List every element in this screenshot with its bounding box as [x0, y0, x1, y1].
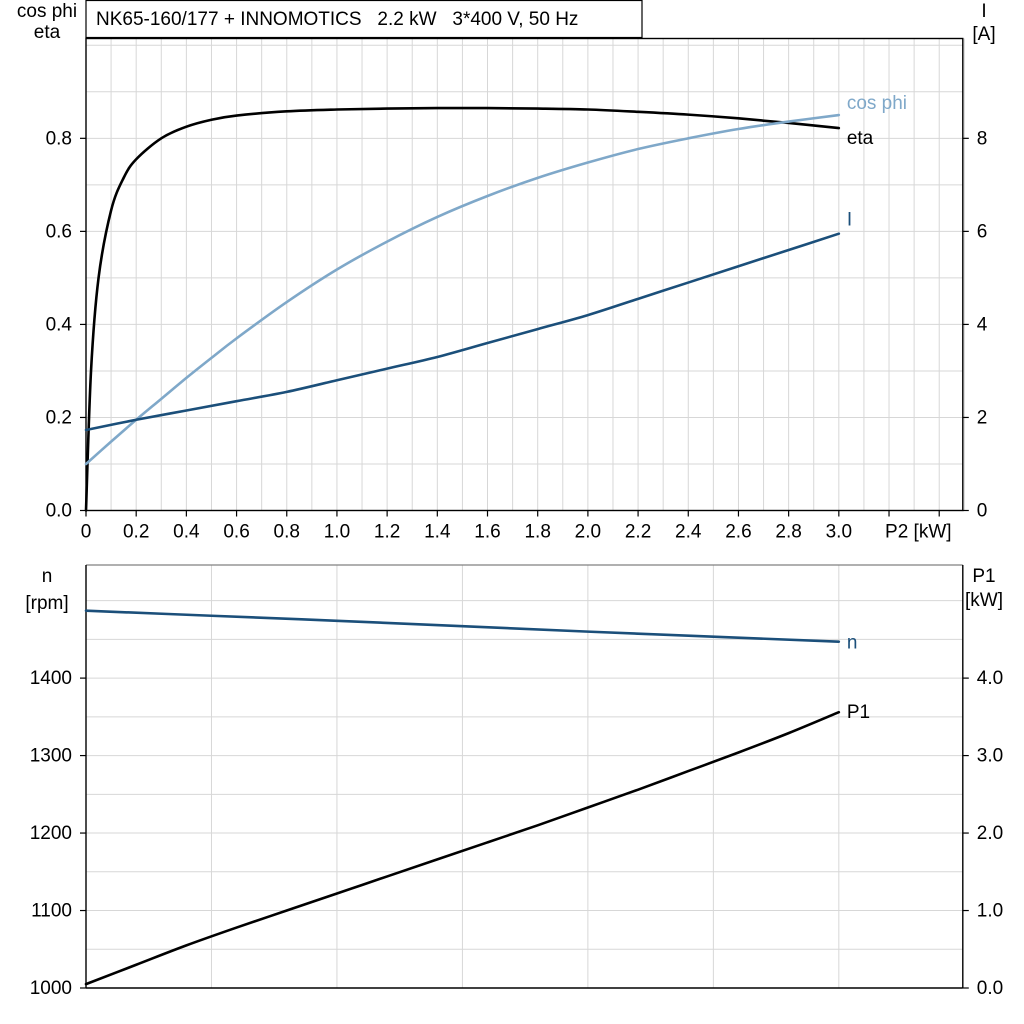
svg-text:1200: 1200 [30, 823, 72, 844]
svg-text:1000: 1000 [30, 978, 72, 999]
svg-text:n: n [42, 566, 53, 587]
svg-text:8: 8 [977, 128, 988, 149]
svg-text:4: 4 [977, 314, 988, 335]
svg-text:2.0: 2.0 [575, 522, 601, 543]
svg-text:1.2: 1.2 [374, 522, 400, 543]
svg-text:4.0: 4.0 [977, 668, 1003, 689]
svg-text:1300: 1300 [30, 746, 72, 767]
svg-text:1400: 1400 [30, 668, 72, 689]
svg-text:0.0: 0.0 [977, 978, 1003, 999]
svg-text:2.6: 2.6 [725, 522, 751, 543]
svg-text:1.0: 1.0 [977, 901, 1003, 922]
svg-text:2.8: 2.8 [775, 522, 801, 543]
svg-text:3.0: 3.0 [977, 746, 1003, 767]
svg-text:P1: P1 [847, 702, 870, 723]
svg-text:0.6: 0.6 [223, 522, 249, 543]
svg-text:2.4: 2.4 [675, 522, 702, 543]
svg-text:0.6: 0.6 [46, 221, 72, 242]
svg-text:P1: P1 [972, 566, 995, 587]
svg-text:NK65-160/177 + INNOMOTICS 2.: NK65-160/177 + INNOMOTICS 2.2 kW 3*400 V… [96, 9, 578, 30]
svg-text:I: I [981, 1, 986, 22]
svg-text:1.6: 1.6 [474, 522, 500, 543]
svg-text:[rpm]: [rpm] [25, 593, 68, 614]
svg-text:0.0: 0.0 [46, 501, 72, 522]
svg-text:0.2: 0.2 [123, 522, 149, 543]
svg-text:n: n [847, 632, 858, 653]
svg-text:2: 2 [977, 407, 988, 428]
svg-text:P2 [kW]: P2 [kW] [885, 522, 952, 543]
svg-text:1.4: 1.4 [424, 522, 451, 543]
svg-text:0.4: 0.4 [173, 522, 200, 543]
svg-text:[A]: [A] [972, 24, 995, 45]
svg-text:1.8: 1.8 [524, 522, 550, 543]
svg-text:1.0: 1.0 [324, 522, 350, 543]
svg-text:0.8: 0.8 [46, 128, 72, 149]
svg-text:eta: eta [34, 22, 61, 43]
svg-text:[kW]: [kW] [965, 590, 1003, 611]
svg-text:0: 0 [81, 522, 92, 543]
svg-text:0: 0 [977, 501, 988, 522]
svg-text:0.8: 0.8 [274, 522, 300, 543]
svg-text:3.0: 3.0 [826, 522, 852, 543]
svg-text:1100: 1100 [31, 901, 72, 922]
svg-text:2.2: 2.2 [625, 522, 651, 543]
svg-text:eta: eta [847, 128, 874, 149]
svg-text:0.4: 0.4 [46, 314, 73, 335]
svg-text:6: 6 [977, 221, 988, 242]
svg-text:cos phi: cos phi [847, 93, 907, 114]
svg-text:I: I [847, 210, 852, 231]
svg-text:cos phi: cos phi [17, 1, 77, 22]
svg-text:0.2: 0.2 [46, 407, 72, 428]
svg-text:2.0: 2.0 [977, 823, 1003, 844]
